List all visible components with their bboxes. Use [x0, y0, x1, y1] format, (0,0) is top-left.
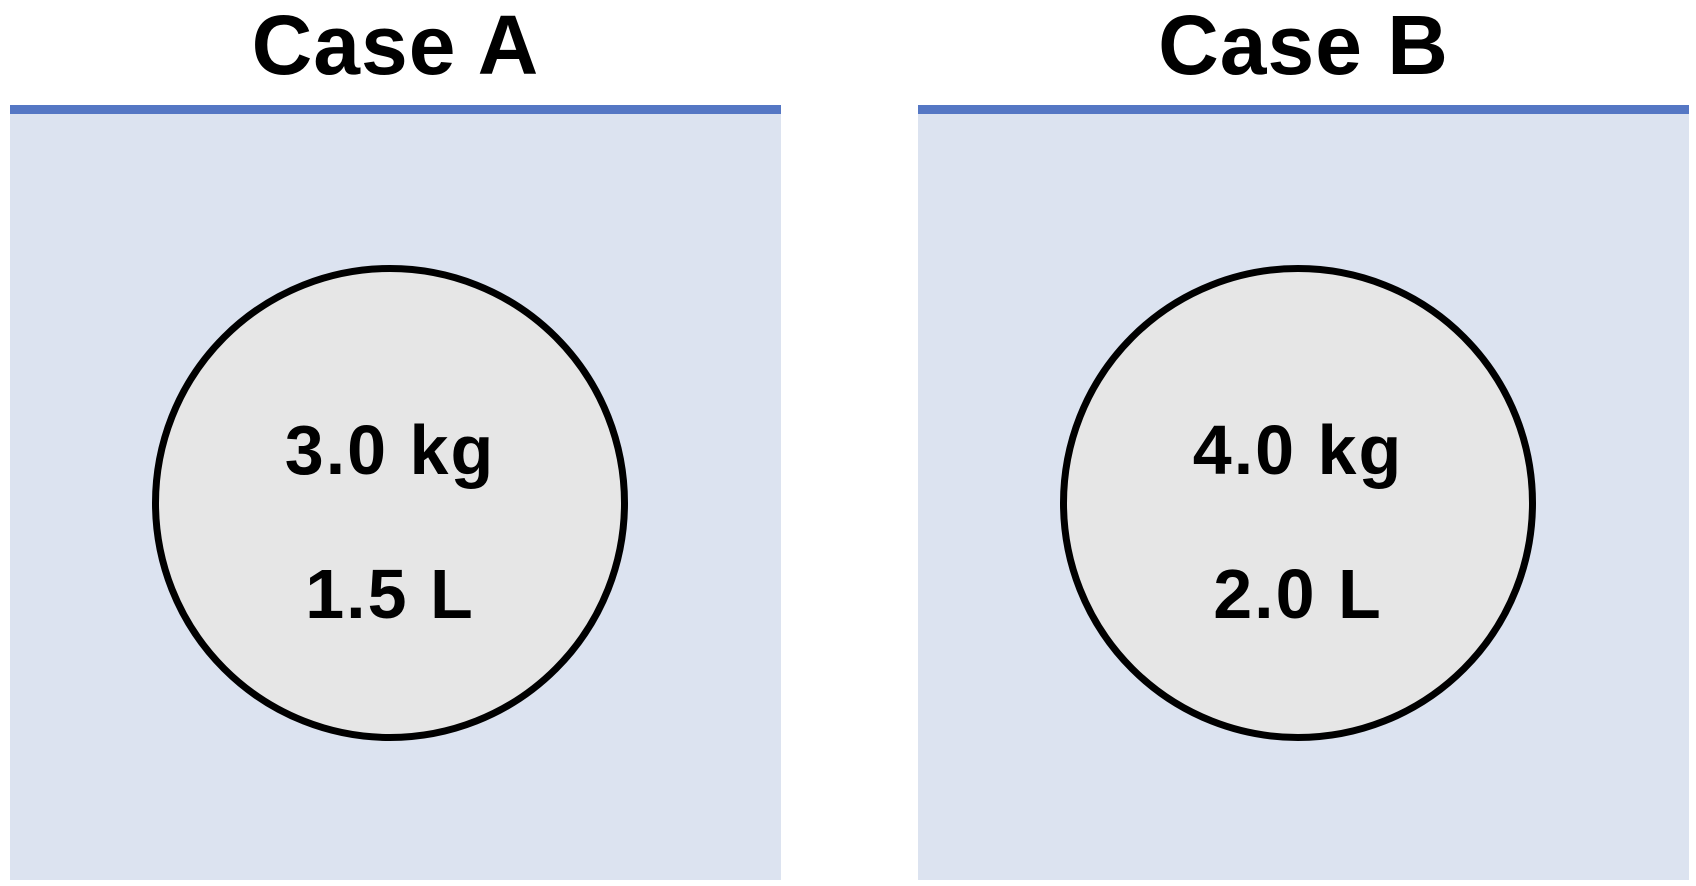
case-a-panel: Case A 3.0 kg 1.5 L — [10, 0, 781, 886]
case-b-object: 4.0 kg 2.0 L — [1060, 265, 1536, 741]
case-a-liquid-surface — [10, 105, 781, 114]
case-a-volume-label: 1.5 L — [305, 555, 475, 633]
case-b-mass-label: 4.0 kg — [1192, 411, 1404, 489]
case-b-volume-label: 2.0 L — [1213, 555, 1383, 633]
case-b-title: Case B — [1158, 0, 1449, 92]
case-b-liquid-surface — [918, 105, 1689, 114]
case-a-object: 3.0 kg 1.5 L — [152, 265, 628, 741]
case-b-panel: Case B 4.0 kg 2.0 L — [918, 0, 1689, 886]
case-a-title: Case A — [251, 0, 540, 92]
case-a-mass-label: 3.0 kg — [284, 411, 496, 489]
